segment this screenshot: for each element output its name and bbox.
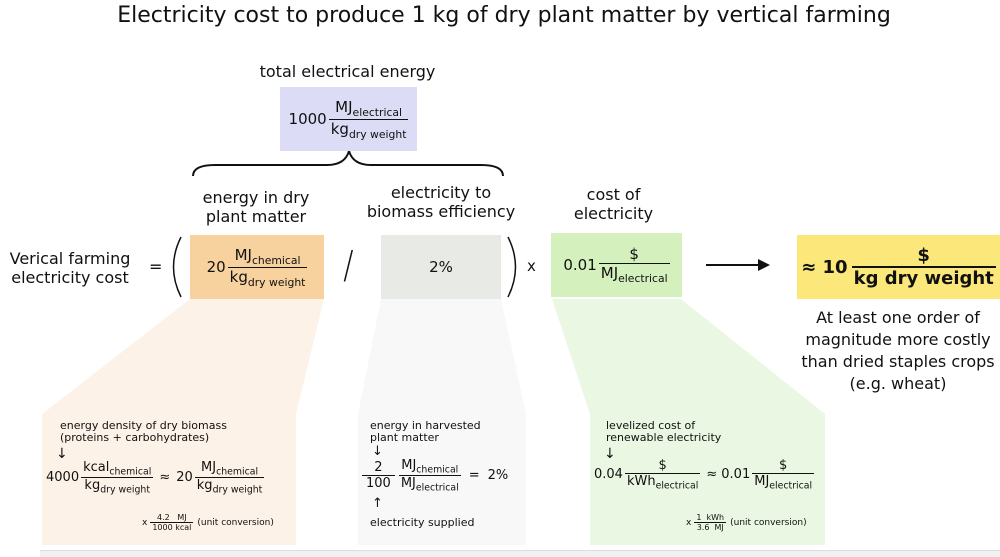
energy-detail-panel: energy density of dry biomass (proteins +… xyxy=(42,414,296,545)
efficiency-header: electricity to biomass efficiency xyxy=(366,183,516,221)
right-paren xyxy=(507,236,517,298)
down-arrow-icon: ↓ xyxy=(604,446,616,462)
left-paren xyxy=(172,236,182,298)
cost-detail-label: levelized cost of renewable electricity xyxy=(606,419,722,444)
cost-header: cost of electricity xyxy=(573,185,654,223)
bottom-scrollbar[interactable] xyxy=(40,550,1000,557)
cost-detail-panel: levelized cost of renewable electricity ↓… xyxy=(590,414,825,545)
energy-detail-label: energy density of dry biomass (proteins +… xyxy=(60,419,227,444)
energy-header: energy in dry plant matter xyxy=(202,188,310,226)
down-arrow-icon: ↓ xyxy=(56,446,68,462)
efficiency-box: 2% xyxy=(381,235,501,299)
up-arrow-icon: ↑ xyxy=(372,496,383,511)
cost-detail-equation: 0.04 $ kWhelectrical ≈ 0.01 $ MJelectric… xyxy=(594,458,815,492)
down-arrow-icon: ↓ xyxy=(372,444,383,459)
total-label: total electrical energy xyxy=(259,62,436,81)
cost-conversion: x 1 kWh 3.6 MJ (unit conversion) xyxy=(686,513,807,532)
efficiency-bottom-label: electricity supplied xyxy=(370,516,475,529)
efficiency-detail-equation: 2 100 MJchemical MJelectrical = 2% xyxy=(362,458,508,494)
energy-box: 20 MJchemical kgdry weight xyxy=(190,235,324,299)
total-den: kg xyxy=(330,119,349,138)
multiply-sign: x xyxy=(527,257,536,275)
diagram-title: Electricity cost to produce 1 kg of dry … xyxy=(117,3,891,28)
total-coef: 1000 xyxy=(288,110,327,128)
energy-conversion: x 4.2 MJ 1000 kcal (unit conversion) xyxy=(142,513,274,532)
cost-box: 0.01 $ MJelectrical xyxy=(551,233,682,297)
total-energy-box: 1000 MJelectrical kgdry weight xyxy=(280,87,417,151)
total-num: MJ xyxy=(335,97,353,116)
energy-funnel xyxy=(42,299,324,414)
efficiency-detail-panel: energy in harvested plant matter ↓ 2 100 … xyxy=(358,414,526,545)
efficiency-funnel xyxy=(358,299,526,414)
equals-sign: = xyxy=(149,257,163,276)
result-box: ≈ 10 $ kg dry weight xyxy=(797,235,1000,299)
divide-sign: / xyxy=(343,243,354,287)
curly-brace xyxy=(192,147,504,177)
result-note: At least one order of magnitude more cos… xyxy=(801,308,995,393)
efficiency-detail-label: energy in harvested plant matter xyxy=(370,419,481,444)
cost-funnel xyxy=(552,299,825,414)
energy-detail-equation: 4000 kcalchemical kgdry weight ≈ 20 MJch… xyxy=(46,460,265,496)
right-arrow-icon xyxy=(706,259,770,271)
row-label: Verical farming electricity cost xyxy=(9,249,131,287)
